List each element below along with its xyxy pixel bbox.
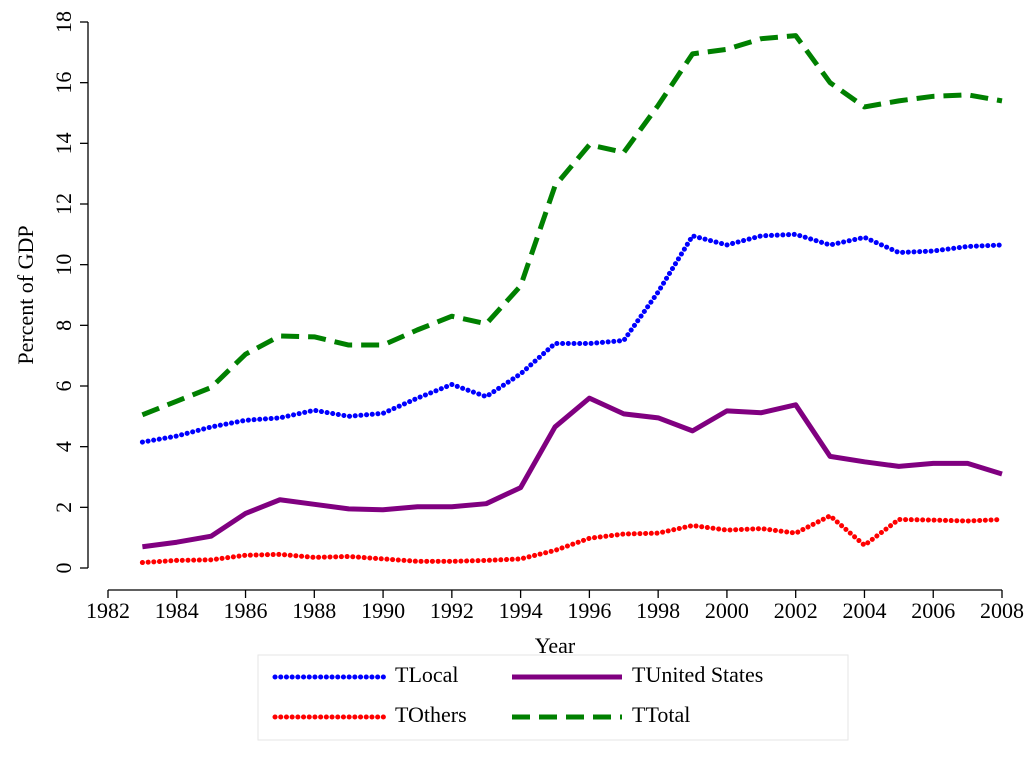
y-axis-label: Percent of GDP <box>13 225 38 364</box>
x-tick-label: 1992 <box>430 598 474 623</box>
x-tick-label: 1994 <box>499 598 543 623</box>
x-axis-label: Year <box>535 633 576 658</box>
y-tick-label: 18 <box>51 11 76 33</box>
x-tick-label: 2004 <box>842 598 886 623</box>
legend-label: TLocal <box>395 662 459 687</box>
x-tick-label: 2006 <box>911 598 955 623</box>
y-tick-label: 12 <box>51 193 76 215</box>
x-tick-label: 1982 <box>86 598 130 623</box>
y-tick-label: 2 <box>51 502 76 513</box>
legend-label: TUnited States <box>632 662 763 687</box>
legend-label: TOthers <box>395 702 467 727</box>
y-tick-label: 0 <box>51 563 76 574</box>
series-line <box>139 231 1005 445</box>
x-tick-label: 2008 <box>980 598 1024 623</box>
x-tick-label: 1986 <box>224 598 268 623</box>
x-tick-label: 1988 <box>292 598 336 623</box>
series-line <box>142 395 1003 550</box>
x-tick-label: 2000 <box>705 598 749 623</box>
x-tick-label: 1984 <box>155 598 199 623</box>
x-tick-label: 1990 <box>361 598 405 623</box>
legend-box <box>257 654 849 741</box>
y-tick-label: 16 <box>51 72 76 94</box>
y-tick-label: 6 <box>51 381 76 392</box>
legend-label: TTotal <box>632 702 690 727</box>
y-tick-label: 10 <box>51 254 76 276</box>
x-tick-label: 1996 <box>567 598 611 623</box>
y-tick-label: 8 <box>51 320 76 331</box>
series-line <box>141 33 1003 418</box>
y-tick-label: 4 <box>51 441 76 452</box>
y-tick-label: 14 <box>51 132 76 154</box>
x-tick-label: 2002 <box>774 598 818 623</box>
series-line <box>139 513 1005 566</box>
x-tick-label: 1998 <box>636 598 680 623</box>
